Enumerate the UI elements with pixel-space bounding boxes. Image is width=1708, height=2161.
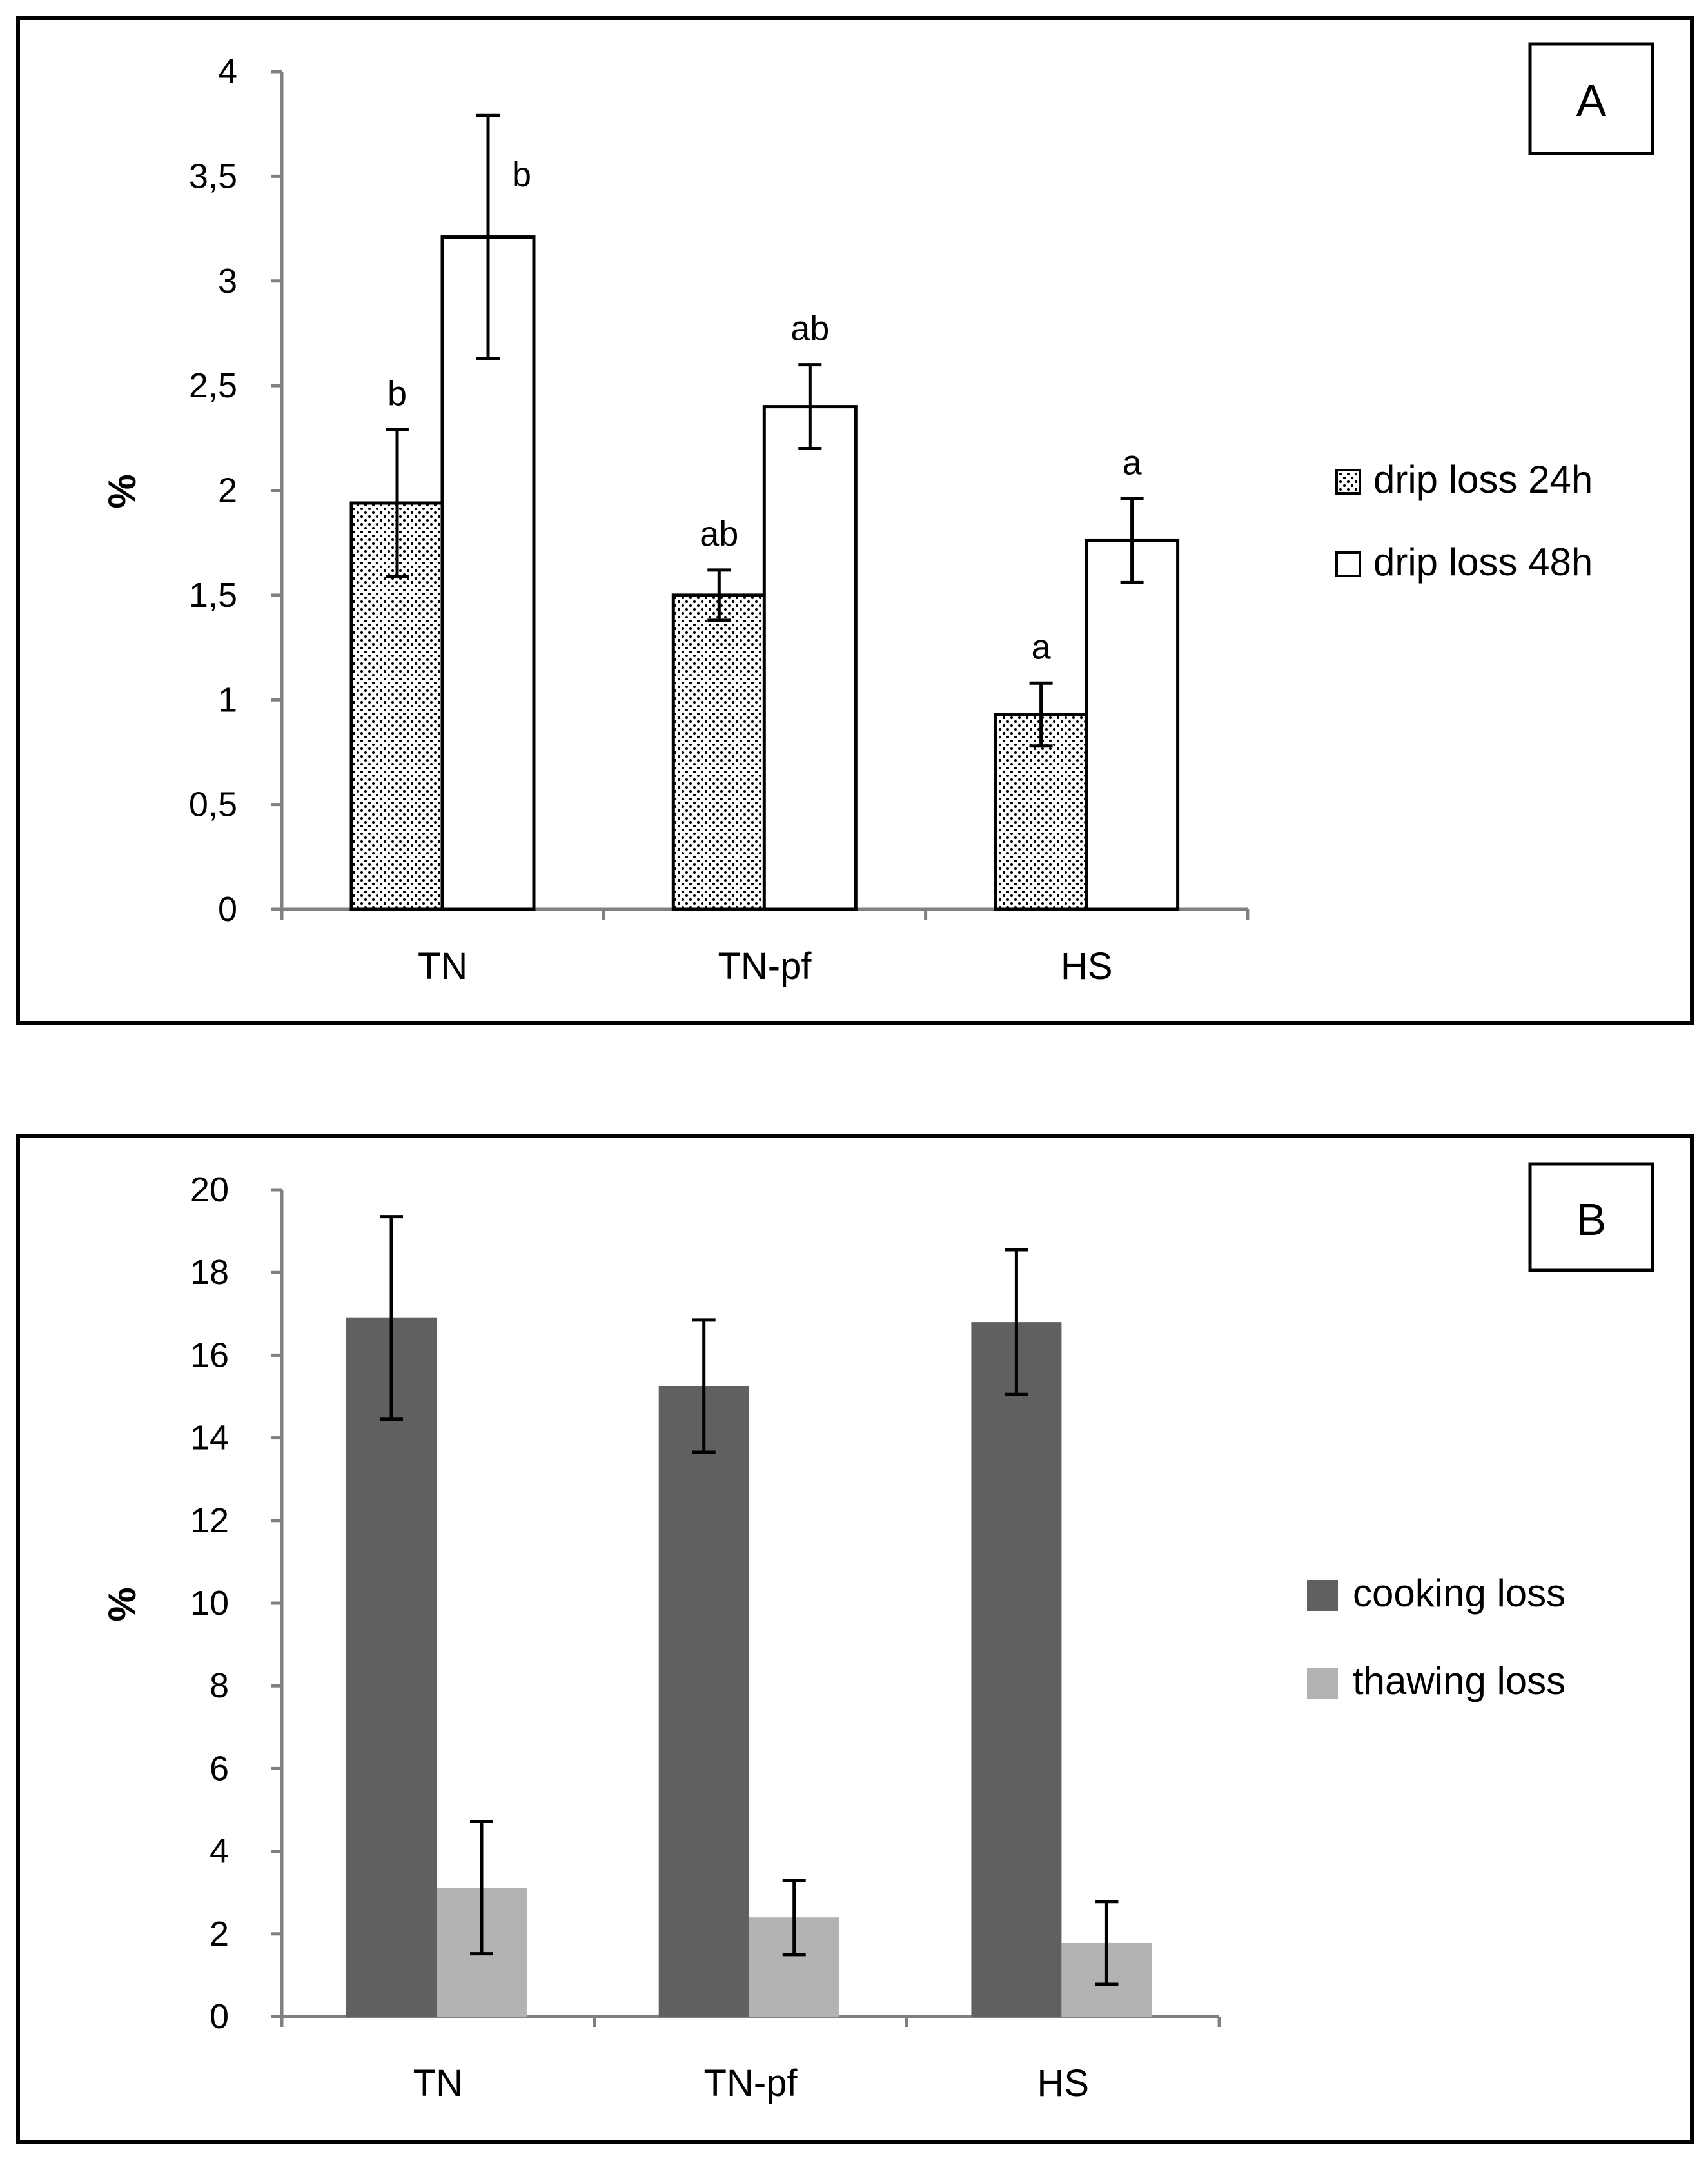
panel-b-bars — [346, 1215, 1152, 2017]
panel-a-y-tick-label: 3,5 — [189, 157, 237, 195]
panel-a-significance-label: b — [388, 374, 407, 413]
panel-a-bar-drip-loss-24h-tn-pf — [671, 593, 767, 911]
panel-b-label-box — [1528, 1162, 1654, 1272]
panel-b-bar-cooking-loss-tn-pf — [658, 1386, 749, 2017]
panel-a-label: A — [1576, 75, 1607, 126]
panel-b-legend: cooking loss thawing loss — [1307, 1572, 1566, 1702]
panel-b: B % 0 2 4 6 8 10 12 14 16 18 20 TN TN-pf HS cooking l… — [16, 1134, 1694, 2144]
panel-a-ylabel: % — [101, 474, 144, 508]
panel-b-y-tick-label: 2 — [210, 1915, 229, 1953]
panel-b-y-tick-label: 16 — [190, 1336, 229, 1374]
panel-a-y-tick-label: 1,5 — [189, 576, 237, 615]
panel-b-y-tick-label: 6 — [210, 1749, 229, 1788]
panel-a-significance-label: ab — [790, 310, 829, 348]
panel-b-y-tick-label: 4 — [210, 1832, 229, 1871]
panel-b-y-tick-label: 0 — [210, 1997, 229, 2036]
panel-b-frame — [16, 1134, 1694, 2144]
panel-a-category-label-tn-pf: TN-pf — [718, 945, 812, 987]
panel-a-axes: 0 0,5 1 1,5 2 2,5 3 3,5 4 TN TN-pf HS — [189, 52, 1250, 987]
panel-a-bar-drip-loss-48h-hs — [1085, 538, 1180, 911]
panel-a-legend: drip loss 24h drip loss 48h — [1335, 458, 1593, 584]
panel-b-y-tick-label: 8 — [210, 1666, 229, 1705]
panel-a-label-box — [1528, 42, 1654, 155]
panel-b-category-label-tn: TN — [413, 2062, 463, 2104]
panel-a-y-tick-label: 0,5 — [189, 785, 237, 824]
panel-a-significance-label: a — [1032, 627, 1052, 666]
panel-a-significance-label: ab — [700, 515, 738, 553]
panel-a-bar-drip-loss-48h-tn-pf — [762, 405, 858, 911]
panel-b-y-tick-label: 20 — [190, 1170, 229, 1209]
panel-b-category-label-hs: HS — [1037, 2062, 1089, 2104]
legend-label-thawing-loss: thawing loss — [1353, 1659, 1566, 1702]
legend-swatch-thawing-loss — [1307, 1668, 1338, 1699]
panel-b-label: B — [1576, 1194, 1607, 1245]
panel-a-y-tick-label: 3 — [218, 262, 237, 301]
panel-a-significance-label: a — [1123, 443, 1143, 482]
legend-swatch-cooking-loss — [1307, 1580, 1338, 1611]
legend-swatch-drip-loss-48h — [1335, 551, 1361, 577]
panel-b-bar-cooking-loss-hs — [971, 1322, 1062, 2017]
panel-a-y-tick-label: 2 — [218, 471, 237, 510]
panel-a-y-tick-label: 2,5 — [189, 366, 237, 405]
legend-swatch-drip-loss-24h — [1335, 469, 1361, 495]
panel-a-category-label-tn: TN — [418, 945, 467, 987]
panel-a-y-tick-label: 1 — [218, 680, 237, 719]
panel-b-category-label-tn-pf: TN-pf — [704, 2062, 798, 2104]
panel-b-bar-cooking-loss-tn — [346, 1317, 437, 2017]
panel-b-y-tick-label: 12 — [190, 1501, 229, 1540]
legend-label-drip-loss-24h: drip loss 24h — [1373, 458, 1593, 501]
legend-label-drip-loss-48h: drip loss 48h — [1373, 540, 1593, 584]
panel-a-frame — [16, 16, 1694, 1025]
panel-b-ylabel: % — [101, 1587, 144, 1621]
panel-a-y-tick-label: 0 — [218, 890, 237, 929]
panel-a-category-label-hs: HS — [1061, 945, 1113, 987]
legend-label-cooking-loss: cooking loss — [1353, 1572, 1566, 1615]
panel-a-y-tick-label: 4 — [218, 52, 237, 91]
panel-b-y-tick-label: 10 — [190, 1584, 229, 1623]
panel-a-significance-label: b — [512, 155, 531, 194]
panel-b-y-tick-label: 18 — [190, 1253, 229, 1292]
panel-b-y-tick-label: 14 — [190, 1419, 229, 1457]
